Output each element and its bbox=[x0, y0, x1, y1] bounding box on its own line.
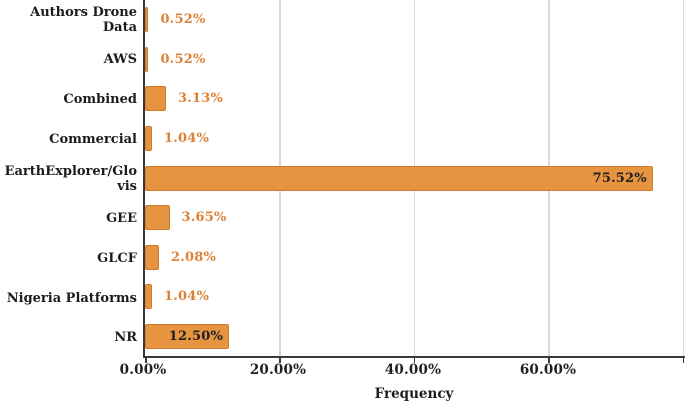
x-axis-tick bbox=[279, 358, 281, 363]
category-label: Authors Drone Data bbox=[30, 4, 137, 35]
x-axis-tick bbox=[548, 358, 550, 363]
value-label: 0.52% bbox=[160, 51, 206, 67]
category-label: Combined bbox=[63, 91, 137, 107]
bar bbox=[145, 46, 149, 72]
bar-row: 0.52% bbox=[145, 0, 685, 40]
x-axis-tick-label: 0.00% bbox=[119, 362, 167, 378]
value-label: 12.50% bbox=[168, 328, 224, 344]
x-axis-tick-label: 20.00% bbox=[249, 362, 307, 378]
bar bbox=[145, 205, 170, 231]
category-label: NR bbox=[114, 330, 137, 346]
category-label: AWS bbox=[103, 52, 137, 67]
bar-row: 2.08% bbox=[145, 237, 685, 277]
x-axis-tick bbox=[682, 358, 685, 363]
bar bbox=[145, 125, 152, 151]
bar-row: 3.13% bbox=[145, 79, 685, 119]
x-axis-title: Frequency bbox=[374, 386, 454, 402]
bar-rows: 0.52% 0.52% 3.13% 1.04% 75.52% 3.65% 2.08% 1.04… bbox=[145, 0, 685, 356]
bar-row: 12.50% bbox=[145, 317, 685, 357]
x-axis-tick-label: 60.00% bbox=[519, 362, 577, 378]
bar-row: 0.52% bbox=[145, 40, 685, 80]
value-label: 2.08% bbox=[170, 249, 216, 265]
value-label: 75.52% bbox=[592, 170, 647, 186]
category-label: GEE bbox=[106, 211, 137, 227]
category-label: GLCF bbox=[97, 250, 137, 266]
bar bbox=[145, 244, 159, 270]
bar-row: 1.04% bbox=[145, 277, 685, 317]
value-label: 3.13% bbox=[178, 91, 224, 107]
value-label: 3.65% bbox=[181, 210, 227, 226]
bar: 12.50% bbox=[145, 323, 230, 349]
bar: 75.52% bbox=[145, 165, 653, 191]
x-axis-tick-labels: 0.00% 20.00% 40.00% 60.00% bbox=[120, 358, 685, 382]
category-label: Nigeria Platforms bbox=[6, 290, 137, 306]
plot-with-category-axis: Authors Drone Data AWS Combined Commercial E… bbox=[0, 0, 685, 363]
gridline bbox=[682, 0, 685, 356]
bar-row: 1.04% bbox=[145, 119, 685, 159]
x-axis-tick bbox=[413, 358, 416, 363]
bar bbox=[145, 86, 167, 112]
bar bbox=[145, 284, 152, 310]
category-label: EarthExplorer/Glovis bbox=[4, 163, 137, 195]
value-label: 1.04% bbox=[163, 289, 209, 305]
bar bbox=[145, 7, 149, 33]
plot-area: 0.52% 0.52% 3.13% 1.04% 75.52% 3.65% 2.08% 1.04… bbox=[143, 0, 685, 363]
category-axis: Authors Drone Data AWS Combined Commercial E… bbox=[0, 0, 143, 358]
value-label: 1.04% bbox=[163, 130, 209, 146]
x-axis-tick-label: 40.00% bbox=[384, 362, 442, 378]
value-label: 0.52% bbox=[160, 12, 206, 28]
bar-row: 75.52% bbox=[145, 158, 685, 198]
category-label: Commercial bbox=[49, 131, 137, 147]
bar-row: 3.65% bbox=[145, 198, 685, 238]
x-axis-tick bbox=[145, 358, 147, 363]
